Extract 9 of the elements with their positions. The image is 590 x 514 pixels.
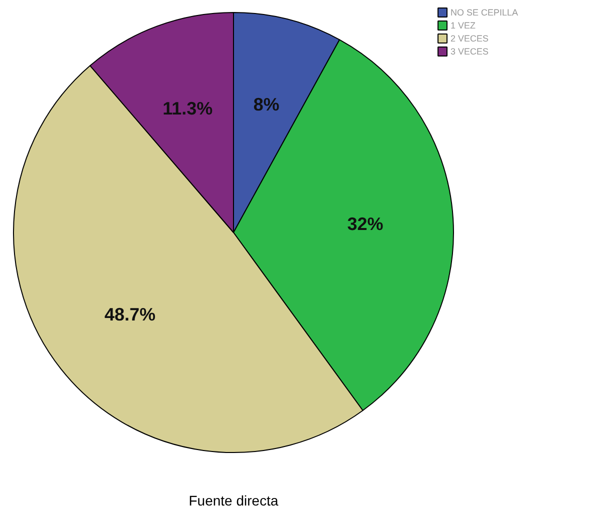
- source-note: Fuente directa: [188, 492, 278, 508]
- legend-label: NO SE CEPILLA: [450, 8, 518, 18]
- data-label: 11.3%: [162, 98, 213, 119]
- legend-label: 2 VECES: [450, 34, 489, 44]
- data-label: 32%: [347, 214, 384, 234]
- data-label: 8%: [253, 94, 280, 115]
- data-label: 48.7%: [104, 304, 156, 324]
- legend-label: 3 VECES: [450, 46, 489, 56]
- legend-label: 1 VEZ: [450, 20, 476, 30]
